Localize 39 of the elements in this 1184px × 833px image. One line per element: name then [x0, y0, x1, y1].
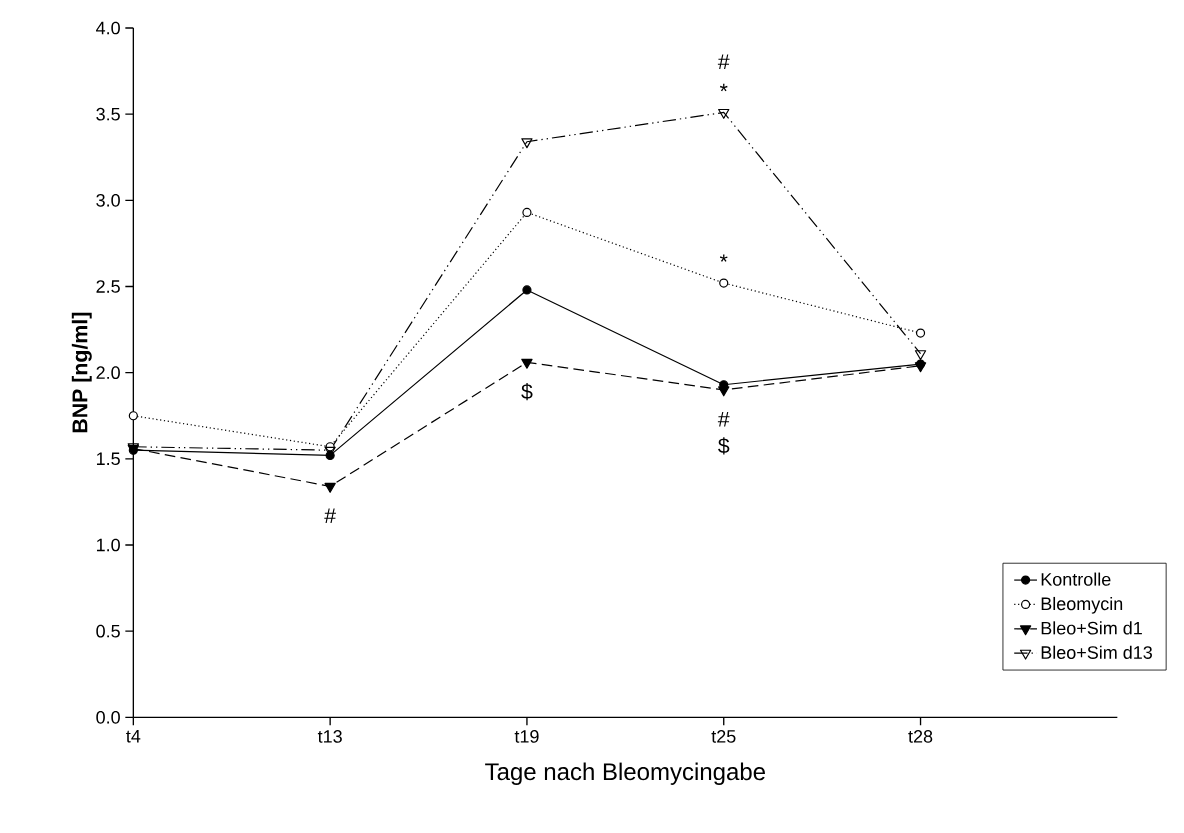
annotation: *	[719, 254, 728, 262]
y-tick-label: 1.0	[96, 538, 120, 552]
legend-label: Bleo+Sim d13	[1041, 645, 1152, 659]
legend-label: Bleomycin	[1041, 596, 1123, 614]
point	[914, 350, 927, 361]
y-tick-label: 2.5	[96, 279, 120, 293]
annotation: #	[717, 54, 730, 69]
annotation: *	[719, 83, 728, 92]
point	[718, 386, 730, 397]
x-tick-label: t4	[126, 729, 141, 743]
x-tick-label: t19	[514, 729, 539, 743]
x-tick-label: t25	[711, 729, 736, 743]
point	[915, 328, 926, 338]
legend-label: Kontrolle	[1041, 572, 1111, 586]
y-axis-title: BNP [ng/ml]	[71, 312, 92, 433]
point	[522, 285, 532, 295]
y-tick-label: 3.5	[96, 107, 120, 121]
annotation: #	[324, 508, 336, 523]
x-tick-label: t13	[317, 729, 342, 743]
point	[718, 108, 730, 119]
x-tick-label: t28	[908, 729, 933, 743]
point	[521, 138, 533, 149]
annotation: $	[718, 437, 730, 455]
point	[128, 410, 138, 421]
y-tick-label: 0.0	[96, 710, 120, 724]
y-tick-label: 0.5	[96, 624, 120, 638]
annotation: $	[521, 382, 533, 401]
x-axis-title: Tage nach Bleomycingabe	[485, 762, 765, 785]
annotation: #	[717, 411, 730, 427]
y-tick-label: 2.0	[96, 366, 120, 379]
y-tick-label: 1.5	[96, 452, 120, 465]
y-tick-label: 3.0	[96, 193, 120, 207]
point	[719, 278, 729, 288]
legend-label: Bleo+Sim d1	[1041, 621, 1142, 635]
point	[324, 482, 336, 493]
y-tick-label: 4.0	[96, 21, 120, 35]
point	[521, 358, 533, 369]
point	[522, 207, 532, 217]
point	[914, 362, 927, 373]
